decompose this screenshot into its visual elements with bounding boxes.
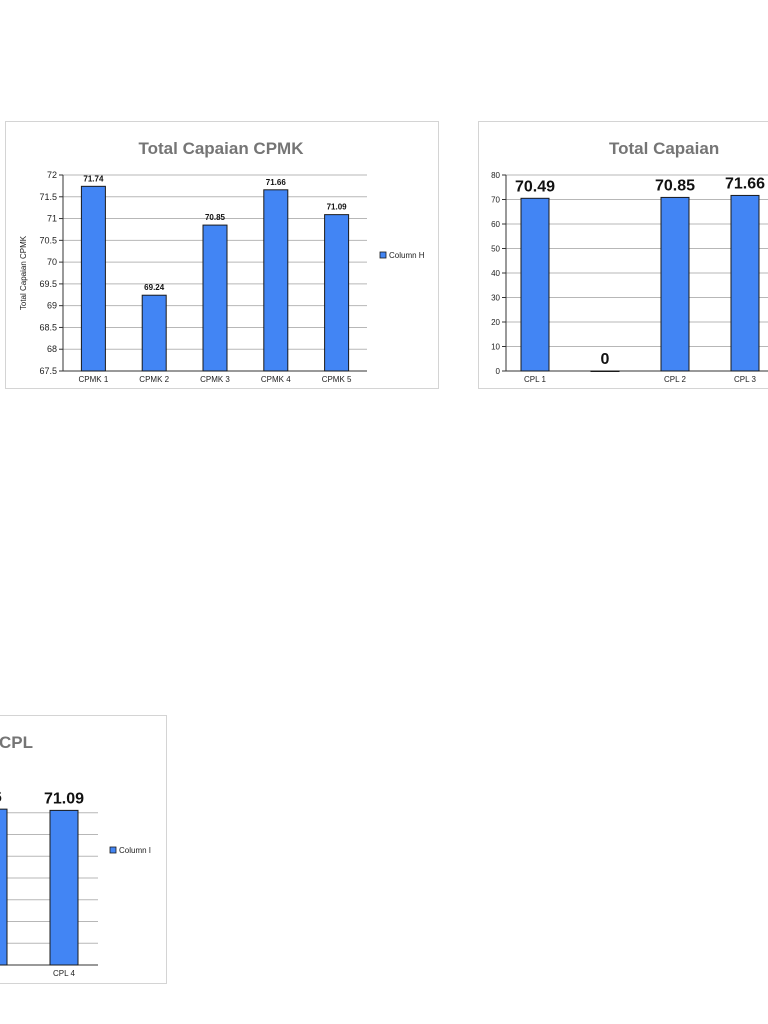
legend-label: Column I (119, 846, 151, 855)
bar-1 (80, 185, 106, 372)
chart-title-fragment: CPL (0, 733, 33, 752)
y-tick-label: 50 (491, 245, 500, 254)
y-tick-label: 71 (47, 214, 57, 224)
chart-title: Total Capaian (609, 139, 719, 158)
x-tick-label: CPMK 4 (261, 375, 291, 384)
data-label: 71.66 (725, 175, 765, 192)
x-tick-label: CPL 2 (664, 375, 686, 384)
data-label: 71.66 (266, 178, 287, 187)
y-tick-label: 72 (47, 170, 57, 180)
y-tick-label: 0 (496, 367, 501, 376)
legend-swatch (109, 846, 117, 854)
chart-cpmk: Total Capaian CPMK 67.5 68 68.5 69 69.5 70 70.5… (5, 121, 439, 389)
y-tick-label: 69.5 (39, 279, 57, 289)
y-axis-title: Total Capaian CPMK (19, 235, 28, 310)
bar-4 (0, 808, 8, 966)
bar-3 (660, 196, 690, 372)
y-tick-label: 20 (491, 318, 500, 327)
x-tick-label: CPMK 5 (322, 375, 352, 384)
bar-4 (263, 189, 289, 372)
y-tick-label: 70 (491, 196, 500, 205)
y-tick-label: 68.5 (39, 322, 57, 332)
x-tick-label: CPL 1 (524, 375, 546, 384)
y-tick-label: 70.5 (39, 235, 57, 245)
data-label: 70.85 (655, 177, 695, 194)
y-tick-label: 68 (47, 344, 57, 354)
data-label: 71.09 (44, 790, 84, 807)
data-label: 66 (0, 789, 2, 806)
y-tick-label: 40 (491, 269, 500, 278)
x-tick-label: CPMK 3 (200, 375, 230, 384)
data-label: 71.74 (83, 174, 104, 183)
bar-1 (520, 197, 550, 372)
data-label: 70.49 (515, 178, 555, 195)
chart-cpl: Total Capaian 0 10 20 30 40 50 60 70 80 70.49 CPL 1… (478, 121, 768, 389)
data-label: 0 (601, 351, 610, 368)
data-label: 71.09 (327, 203, 348, 212)
bar-2 (590, 370, 620, 372)
x-tick-label: CPL 3 (734, 375, 756, 384)
data-label: 70.85 (205, 213, 226, 222)
y-tick-label: 67.5 (39, 366, 57, 376)
bar-5 (324, 214, 350, 372)
chart-cpmk-svg: Total Capaian CPMK 67.5 68 68.5 69 69.5 70 70.5… (19, 139, 425, 384)
y-tick-label: 60 (491, 220, 500, 229)
y-tick-label: 10 (491, 343, 500, 352)
y-tick-label: 30 (491, 294, 500, 303)
y-tick-label: 71.5 (39, 192, 57, 202)
y-tick-label: 70 (47, 257, 57, 267)
data-label: 69.24 (144, 283, 165, 292)
chart-title: Total Capaian CPMK (139, 139, 305, 158)
y-tick-label: 80 (491, 171, 500, 180)
legend-swatch (379, 251, 387, 259)
bar-2 (141, 294, 167, 372)
y-tick-label: 69 (47, 301, 57, 311)
x-tick-label: CPL 4 (53, 969, 75, 978)
bar-5 (49, 809, 79, 966)
chart-cpl-svg: Total Capaian 0 10 20 30 40 50 60 70 80 70.49 CPL 1… (491, 139, 768, 384)
x-tick-label: CPMK 2 (139, 375, 169, 384)
bar-3 (202, 224, 228, 372)
x-tick-label: CPMK 1 (79, 375, 109, 384)
bar-4 (730, 194, 760, 372)
legend-label: Column H (389, 251, 425, 260)
